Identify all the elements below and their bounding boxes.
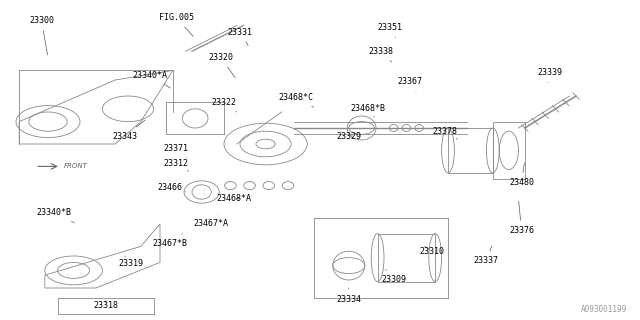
Text: 23367: 23367 xyxy=(397,77,422,91)
Text: A093001199: A093001199 xyxy=(581,305,627,314)
Text: 23334: 23334 xyxy=(336,288,362,304)
Text: 23319: 23319 xyxy=(118,256,144,268)
Text: 23376: 23376 xyxy=(509,201,534,235)
Text: 23320: 23320 xyxy=(208,53,235,78)
Text: 23300: 23300 xyxy=(29,16,54,55)
Text: FRONT: FRONT xyxy=(64,164,88,169)
Text: 23351: 23351 xyxy=(378,23,403,37)
Text: 23318: 23318 xyxy=(93,301,118,310)
Bar xyxy=(378,234,435,282)
Text: 23338: 23338 xyxy=(368,47,394,62)
Text: 23337: 23337 xyxy=(474,246,499,265)
Text: 23309: 23309 xyxy=(381,269,406,284)
Text: 23468*C: 23468*C xyxy=(278,93,314,107)
Text: 23371: 23371 xyxy=(163,144,189,158)
Text: 23339: 23339 xyxy=(538,68,563,82)
Text: 23467*B: 23467*B xyxy=(152,234,187,248)
Bar xyxy=(493,122,525,179)
Text: 23467*A: 23467*A xyxy=(194,214,228,228)
Text: FIG.005: FIG.005 xyxy=(159,13,193,36)
Text: 23312: 23312 xyxy=(163,159,189,171)
Text: 23331: 23331 xyxy=(227,28,253,46)
Text: 23480: 23480 xyxy=(509,163,534,187)
Text: 23340*A: 23340*A xyxy=(133,71,170,88)
Text: 23343: 23343 xyxy=(112,120,145,140)
Text: 23340*B: 23340*B xyxy=(37,208,74,223)
Text: 23468*B: 23468*B xyxy=(351,104,385,117)
Text: 23322: 23322 xyxy=(211,98,237,112)
Text: 23466: 23466 xyxy=(157,183,186,192)
Text: 23310: 23310 xyxy=(419,246,445,256)
Text: 23378: 23378 xyxy=(432,127,458,139)
Text: 23468*A: 23468*A xyxy=(216,194,251,203)
Bar xyxy=(448,128,493,173)
Text: 23329: 23329 xyxy=(336,132,362,140)
